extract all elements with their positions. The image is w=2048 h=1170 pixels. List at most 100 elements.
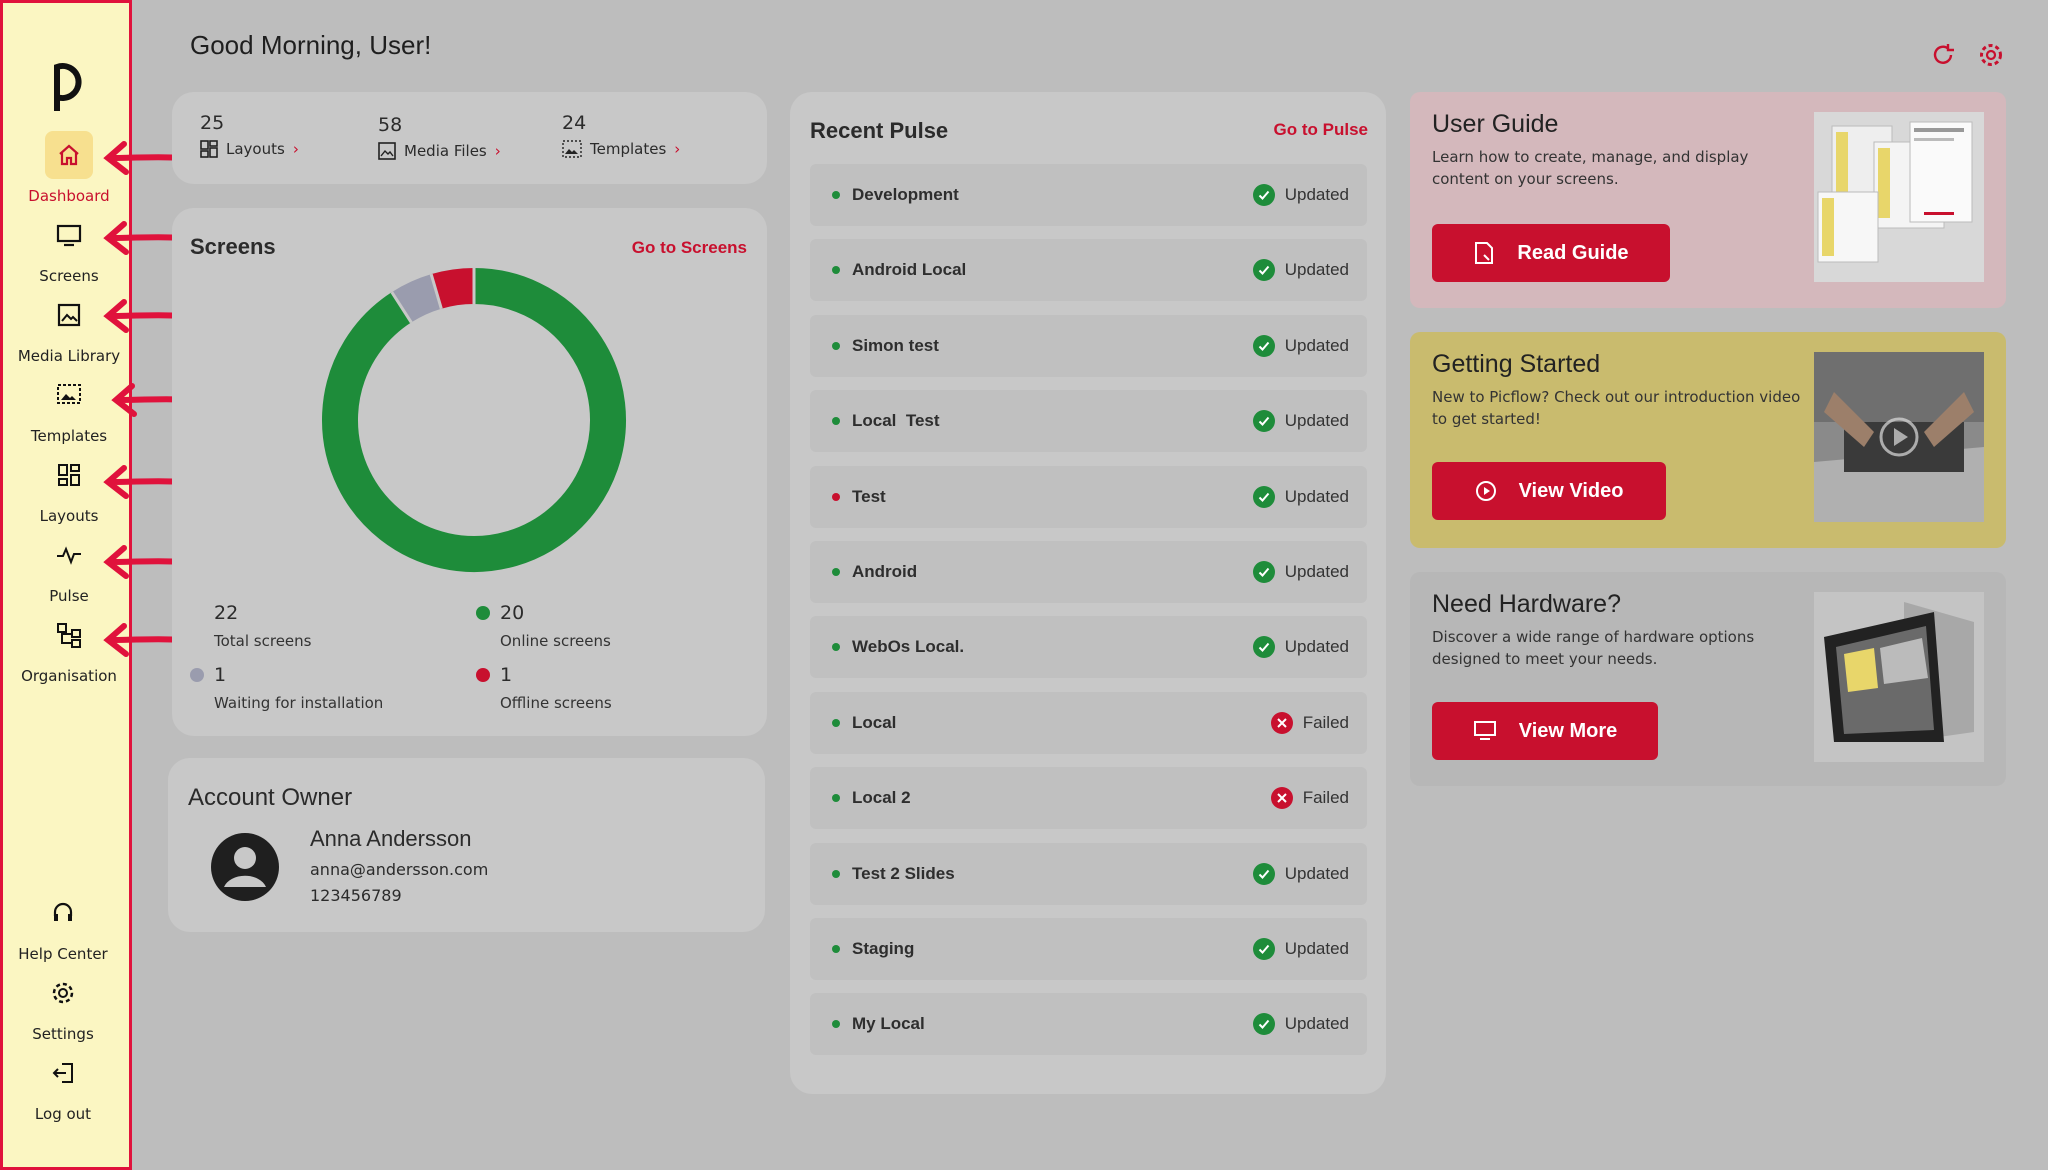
read-guide-button[interactable]: Read Guide xyxy=(1432,224,1670,282)
pulse-row[interactable]: My Local Updated xyxy=(810,993,1367,1056)
offline-dot xyxy=(476,668,490,682)
started-desc: New to Picflow? Check out our introducti… xyxy=(1432,388,1801,428)
legend-total: 22 Total screens xyxy=(214,602,311,650)
nav-screens[interactable]: Screens xyxy=(3,211,135,285)
check-circle-icon xyxy=(1252,938,1275,960)
read-guide-label: Read Guide xyxy=(1517,241,1629,264)
pulse-row[interactable]: WebOs Local. Updated xyxy=(810,616,1367,679)
nav-label: Pulse xyxy=(49,587,89,605)
nav-logout[interactable]: Log out xyxy=(0,1049,129,1123)
brand-logo xyxy=(54,63,82,111)
nav-templates[interactable]: Templates xyxy=(3,371,135,445)
donut-slice-offline-screens xyxy=(431,268,475,309)
intro-video-thumbnail[interactable] xyxy=(1814,352,1984,522)
status-dot xyxy=(832,869,840,878)
nav-media-library[interactable]: Media Library xyxy=(3,291,135,365)
pulse-row[interactable]: Local Failed xyxy=(810,691,1367,754)
status-text: Updated xyxy=(1284,562,1349,581)
pulse-row[interactable]: Simon test Updated xyxy=(810,314,1367,377)
check-circle-icon xyxy=(1252,259,1275,282)
pulse-name: Staging xyxy=(852,939,915,958)
nav-pulse[interactable]: Pulse xyxy=(3,531,135,605)
stat-link-templates[interactable]: Templates › xyxy=(562,140,680,158)
pulse-status: Updated xyxy=(1252,1013,1349,1036)
monitor-icon xyxy=(56,224,82,247)
waiting-count: 1 xyxy=(214,664,227,686)
online-dot xyxy=(476,606,490,620)
pulse-name: Test 2 Slides xyxy=(852,863,955,883)
nav-label: Dashboard xyxy=(28,187,110,205)
nav-dashboard[interactable]: Dashboard xyxy=(3,131,135,205)
pulse-row[interactable]: Android Local Updated xyxy=(810,239,1367,302)
settings-gear-icon[interactable] xyxy=(1976,40,2006,70)
pulse-status: Updated xyxy=(1252,636,1349,659)
donut-separator xyxy=(429,273,443,310)
status-dot xyxy=(832,417,840,426)
account-title: Account Owner xyxy=(188,784,353,811)
image-icon xyxy=(57,303,81,327)
status-dot xyxy=(832,945,840,953)
stat-count: 25 xyxy=(200,112,225,134)
pulse-status: Updated xyxy=(1252,938,1349,960)
layout-grid-icon xyxy=(58,464,80,486)
pulse-row[interactable]: Local Test Updated xyxy=(810,390,1367,453)
status-dot xyxy=(832,341,840,350)
check-circle-icon xyxy=(1252,184,1275,206)
status-dot xyxy=(832,794,840,803)
nav-label: Help Center xyxy=(18,945,108,963)
account-name: Anna Andersson xyxy=(310,826,472,851)
nav-settings[interactable]: Settings xyxy=(0,969,129,1043)
go-to-screens-link[interactable]: Go to Screens xyxy=(631,238,747,257)
pulse-title: Recent Pulse xyxy=(810,118,949,143)
user-guide-card: User Guide Learn how to create, manage, … xyxy=(1410,92,2006,308)
nav-label: Media Library xyxy=(17,347,121,365)
status-text: Failed xyxy=(1302,788,1349,808)
offline-count: 1 xyxy=(500,664,513,686)
failed-icon xyxy=(1270,787,1293,810)
online-count: 20 xyxy=(500,602,525,624)
view-more-button[interactable]: View More xyxy=(1432,702,1658,760)
started-title: Getting Started xyxy=(1432,350,1601,378)
pulse-row[interactable]: Staging Updated xyxy=(810,918,1367,980)
donut-slice-waiting-for-installation xyxy=(391,274,442,323)
check-circle-icon xyxy=(1252,561,1275,583)
status-dot xyxy=(832,266,840,275)
need-hardware-card: Need Hardware? Discover a wide range of … xyxy=(1410,572,2006,786)
pulse-row[interactable]: Test Updated xyxy=(810,465,1367,528)
stat-count: 58 xyxy=(378,114,403,136)
donut-slice-online-screens xyxy=(322,268,626,572)
home-icon xyxy=(59,144,79,166)
pulse-row[interactable]: Test 2 Slides Updated xyxy=(810,842,1367,905)
chevron-right-icon: › xyxy=(674,140,681,158)
stat-link-layouts[interactable]: Layouts › xyxy=(200,140,299,158)
screens-card: Screens Go to Screens 22 Total screens 2… xyxy=(172,208,767,736)
nav-organisation[interactable]: Organisation xyxy=(3,611,135,685)
stat-templates: 24 Templates › xyxy=(562,112,680,158)
stat-count: 24 xyxy=(562,112,587,134)
nav-help-center[interactable]: Help Center xyxy=(0,889,129,963)
pulse-name: Android xyxy=(852,562,918,581)
account-email: anna@andersson.com xyxy=(310,860,489,879)
monitor-icon xyxy=(1473,721,1496,740)
template-icon xyxy=(57,384,81,404)
status-text: Updated xyxy=(1284,411,1349,431)
check-circle-icon xyxy=(1252,862,1275,885)
nav-layouts[interactable]: Layouts xyxy=(3,451,135,525)
pulse-row[interactable]: Local 2 Failed xyxy=(810,767,1367,830)
nav-label: Screens xyxy=(39,267,99,285)
status-text: Updated xyxy=(1284,637,1349,657)
stat-layouts: 25 Layouts › xyxy=(200,112,299,158)
status-dot xyxy=(832,492,840,501)
pulse-name: Test xyxy=(852,486,886,506)
pulse-row[interactable]: Development Updated xyxy=(810,164,1367,226)
pulse-name: Local xyxy=(852,712,897,732)
go-to-pulse-link[interactable]: Go to Pulse xyxy=(1273,120,1368,139)
refresh-icon[interactable] xyxy=(1928,40,1958,70)
status-text: Updated xyxy=(1284,486,1349,506)
pulse-status: Updated xyxy=(1252,862,1349,885)
pulse-row[interactable]: Android Updated xyxy=(810,541,1367,603)
screens-title: Screens xyxy=(190,234,276,259)
hardware-display-image xyxy=(1814,592,1984,762)
stat-link-media-files[interactable]: Media Files › xyxy=(378,142,501,160)
view-video-button[interactable]: View Video xyxy=(1432,462,1666,520)
